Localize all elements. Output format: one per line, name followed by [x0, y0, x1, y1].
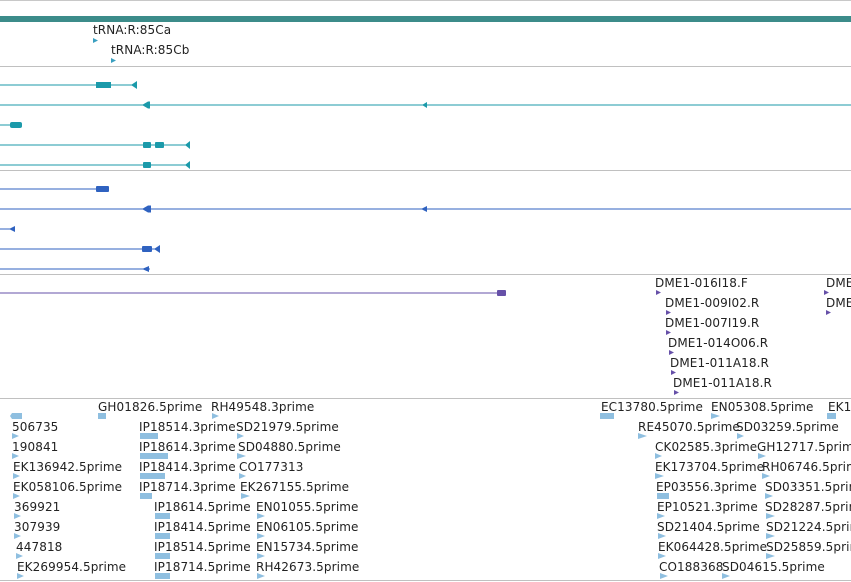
- est-label[interactable]: 307939: [14, 520, 61, 534]
- est-label[interactable]: GH01826.5prime: [98, 400, 203, 414]
- bottom-border: [0, 580, 851, 581]
- est-label[interactable]: 190841: [12, 440, 59, 454]
- track-divider: [0, 170, 851, 171]
- clone-label[interactable]: DME1-016I18.F: [655, 276, 748, 290]
- clone-label[interactable]: DME1-014O06.R: [668, 336, 769, 350]
- est-label[interactable]: SD21979.5prime: [236, 420, 339, 434]
- est-label[interactable]: 506735: [12, 420, 59, 434]
- track-divider: [0, 66, 851, 67]
- est-label[interactable]: SD28287.5prime: [765, 500, 851, 514]
- est-label[interactable]: SD03351.5prime: [765, 480, 851, 494]
- clone-label[interactable]: DME1-011A18.R: [673, 376, 772, 390]
- est-label[interactable]: 447818: [16, 540, 63, 554]
- est-label[interactable]: RH42673.5prime: [256, 560, 360, 574]
- est-label[interactable]: SD21224.5prime: [766, 520, 851, 534]
- est-label[interactable]: IP18514.5prime: [154, 540, 251, 554]
- clone-label[interactable]: DME1-007I19.R: [665, 316, 760, 330]
- est-label[interactable]: EK058106.5prime: [13, 480, 123, 494]
- est-label[interactable]: SD25859.5prime: [766, 540, 851, 554]
- track-divider: [0, 274, 851, 275]
- est-label[interactable]: EP10521.3prime: [657, 500, 758, 514]
- trna-label[interactable]: tRNA:R:85Ca: [93, 23, 172, 37]
- est-label[interactable]: EK136942.5prime: [13, 460, 123, 474]
- est-label[interactable]: EP03556.3prime: [656, 480, 757, 494]
- est-label[interactable]: EN06105.5prime: [256, 520, 359, 534]
- clone-label[interactable]: DME1-011A18.R: [670, 356, 769, 370]
- est-label[interactable]: SD21404.5prime: [657, 520, 760, 534]
- est-label[interactable]: EN15734.5prime: [256, 540, 359, 554]
- est-label[interactable]: SD04880.5prime: [238, 440, 341, 454]
- est-label[interactable]: IP18514.3prime: [139, 420, 236, 434]
- est-label[interactable]: CK02585.3prime: [655, 440, 758, 454]
- est-label[interactable]: EK064428.5prime: [658, 540, 768, 554]
- est-label[interactable]: EK269954.5prime: [17, 560, 127, 574]
- trna-85cb-glyph[interactable]: [111, 58, 116, 63]
- clone-label[interactable]: DME1-009I02.R: [665, 296, 760, 310]
- est-label[interactable]: CO188368: [659, 560, 724, 574]
- est-label[interactable]: IP18714.5prime: [154, 560, 251, 574]
- est-label[interactable]: RH49548.3prime: [211, 400, 315, 414]
- est-label[interactable]: EK1: [828, 400, 851, 414]
- clone-label[interactable]: DME: [826, 276, 851, 290]
- est-label[interactable]: SD03259.5prime: [736, 420, 839, 434]
- est-label[interactable]: SD04615.5prime: [722, 560, 825, 574]
- est-label[interactable]: RH06746.5prime: [762, 460, 851, 474]
- est-label[interactable]: IP18714.3prime: [139, 480, 236, 494]
- est-label[interactable]: EK173704.5prime: [655, 460, 765, 474]
- trna-85ca-glyph[interactable]: [93, 38, 98, 43]
- est-label[interactable]: 369921: [14, 500, 61, 514]
- est-label[interactable]: EK267155.5prime: [240, 480, 350, 494]
- est-label[interactable]: IP18414.3prime: [139, 460, 236, 474]
- est-label[interactable]: IP18614.5prime: [154, 500, 251, 514]
- est-label[interactable]: EN05308.5prime: [711, 400, 814, 414]
- est-label[interactable]: IP18614.3prime: [139, 440, 236, 454]
- est-label[interactable]: IP18414.5prime: [154, 520, 251, 534]
- track-divider: [0, 398, 851, 399]
- est-label[interactable]: RE45070.5prime: [638, 420, 740, 434]
- est-label[interactable]: EC13780.5prime: [601, 400, 703, 414]
- est-label[interactable]: GH12717.5prime: [757, 440, 851, 454]
- trna-label[interactable]: tRNA:R:85Cb: [111, 43, 190, 57]
- est-label[interactable]: CO177313: [239, 460, 304, 474]
- scale-ruler-bar[interactable]: [0, 16, 851, 22]
- clone-label[interactable]: DME: [826, 296, 851, 310]
- top-border: [0, 0, 851, 1]
- est-label[interactable]: EN01055.5prime: [256, 500, 359, 514]
